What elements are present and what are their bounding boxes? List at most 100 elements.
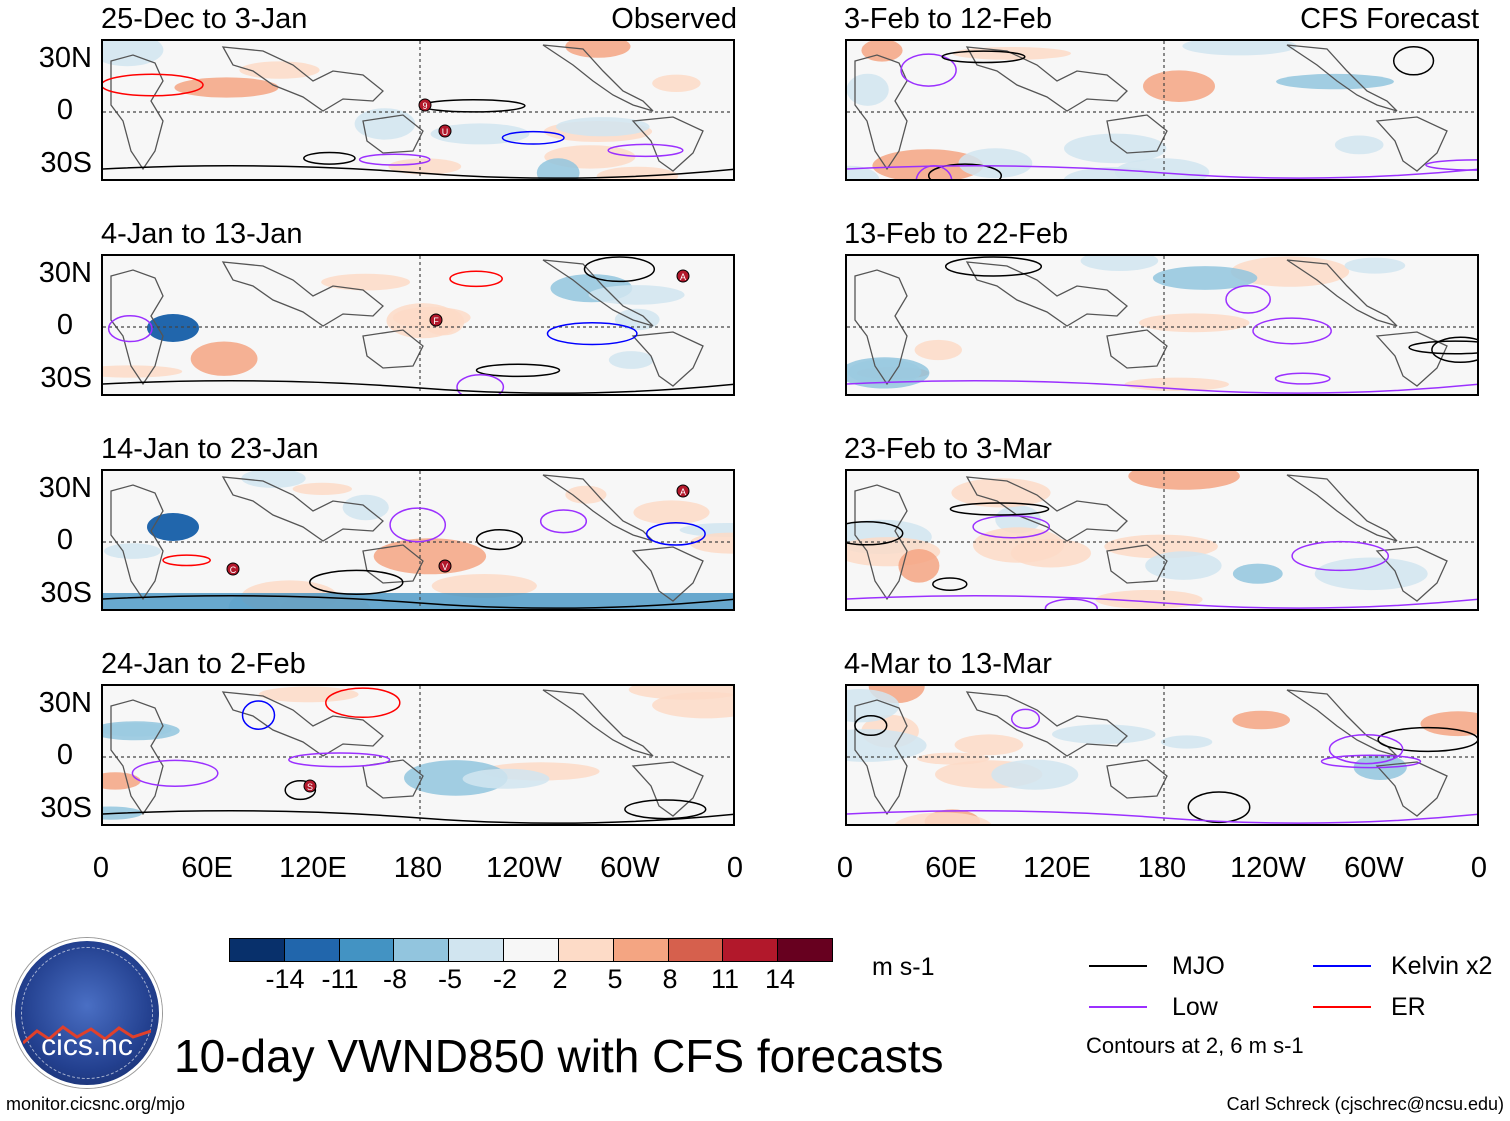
colorbar-swatch	[558, 939, 614, 961]
storm-marker	[226, 562, 240, 576]
wave-contour	[847, 380, 1477, 394]
wave-contour	[309, 569, 404, 595]
wave-contour	[456, 374, 505, 394]
legend-label-er: ER	[1391, 993, 1426, 1021]
lon-label: 0	[92, 852, 110, 884]
coastline	[965, 691, 1128, 757]
anomaly-shading	[847, 357, 930, 389]
anomaly-shading	[388, 158, 462, 175]
wave-contour	[927, 163, 1003, 179]
lon-label: 60E	[181, 852, 233, 884]
anomaly-shading	[954, 734, 1024, 756]
coastline	[1106, 759, 1168, 799]
coastline	[631, 761, 704, 817]
lon-label: 120W	[1230, 852, 1306, 884]
coastline	[110, 269, 164, 386]
wave-contour	[645, 522, 706, 546]
wave-contour	[358, 153, 431, 166]
anomaly-shading	[1276, 73, 1394, 90]
wave-contour	[420, 98, 526, 113]
legend-line-er	[1313, 1006, 1371, 1008]
anomaly-shading	[1145, 551, 1222, 580]
strong-anomaly	[147, 513, 199, 541]
wave-contour	[284, 780, 317, 801]
lat-label-0: 0	[56, 524, 73, 556]
anomaly-shading	[894, 812, 992, 824]
anomaly-shading	[995, 505, 1041, 534]
strong-anomaly	[147, 314, 199, 342]
wave-contour	[103, 165, 733, 179]
anomaly-shading	[588, 285, 685, 305]
anomaly-shading	[847, 73, 889, 106]
colorbar-swatch	[394, 939, 450, 961]
wave-contour	[539, 509, 588, 534]
wave-contour	[546, 321, 638, 346]
lat-label-30n: 30N	[38, 687, 92, 719]
anomaly-shading	[1334, 135, 1384, 155]
anomaly-shading	[462, 768, 550, 789]
cfs-forecast-tag: CFS Forecast	[1300, 3, 1479, 35]
lat-label-30s: 30S	[40, 147, 92, 179]
wave-contour	[103, 73, 204, 97]
anomaly-shading	[103, 721, 180, 741]
figure-title: 10-day VWND850 with CFS forecasts	[174, 1030, 944, 1082]
storm-marker	[429, 313, 443, 327]
anomaly-shading	[241, 471, 306, 488]
coastline	[965, 476, 1128, 542]
wave-contour	[325, 687, 401, 719]
map-svg	[847, 41, 1477, 179]
wave-contour	[241, 700, 276, 730]
coastline	[854, 269, 908, 386]
coastline	[1106, 329, 1168, 369]
lon-label: 120E	[279, 852, 347, 884]
map-panel-left-4: S	[101, 684, 735, 826]
anomaly-shading	[689, 532, 733, 554]
anomaly-shading	[1138, 313, 1250, 333]
wave-contour	[303, 151, 356, 165]
wave-contour	[944, 256, 1043, 277]
legend-line-low	[1089, 1006, 1147, 1008]
anomaly-shading	[1182, 41, 1297, 56]
anomaly-shading	[565, 485, 607, 504]
panel-title-right-4: 4-Mar to 13-Mar	[844, 648, 1052, 680]
anomaly-shading	[1052, 724, 1156, 744]
colorbar-label: -8	[382, 964, 407, 994]
anomaly-shading	[1152, 266, 1258, 290]
anomaly-shading	[1420, 711, 1477, 737]
storm-marker	[438, 559, 452, 573]
lon-label: 0	[726, 852, 744, 884]
anomaly-shading	[596, 166, 679, 179]
southern-band	[103, 593, 733, 609]
colorbar-label: 2	[552, 964, 568, 994]
lon-label: 60E	[925, 852, 977, 884]
anomaly-shading	[872, 149, 984, 179]
wave-contour	[103, 595, 733, 609]
coastline	[1375, 546, 1448, 602]
anomaly-shading	[431, 574, 537, 598]
coastline	[221, 261, 384, 327]
wave-contour	[1392, 46, 1435, 76]
storm-marker	[438, 124, 452, 138]
coastline	[221, 46, 384, 112]
anomaly-shading	[1080, 256, 1159, 271]
anomaly-shading	[536, 158, 580, 179]
lat-label-30s: 30S	[40, 792, 92, 824]
map-svg	[847, 471, 1477, 609]
wave-contour	[162, 554, 211, 567]
anomaly-shading	[103, 772, 141, 790]
wave-contour	[103, 810, 733, 824]
wave-contour	[583, 256, 656, 283]
wave-contour	[1425, 159, 1477, 171]
anomaly-shading	[104, 543, 161, 559]
observed-tag: Observed	[611, 3, 737, 35]
lat-label-0: 0	[56, 309, 73, 341]
source-url[interactable]: monitor.cicsnc.org/mjo	[6, 1094, 186, 1114]
coastline	[1106, 114, 1168, 154]
wave-contour	[972, 514, 1051, 539]
panel-title-right-2: 13-Feb to 22-Feb	[844, 218, 1069, 250]
colorbar-label: 5	[607, 964, 623, 994]
colorbar-swatch	[449, 939, 505, 961]
coastline	[854, 484, 908, 601]
coastline	[631, 546, 704, 602]
